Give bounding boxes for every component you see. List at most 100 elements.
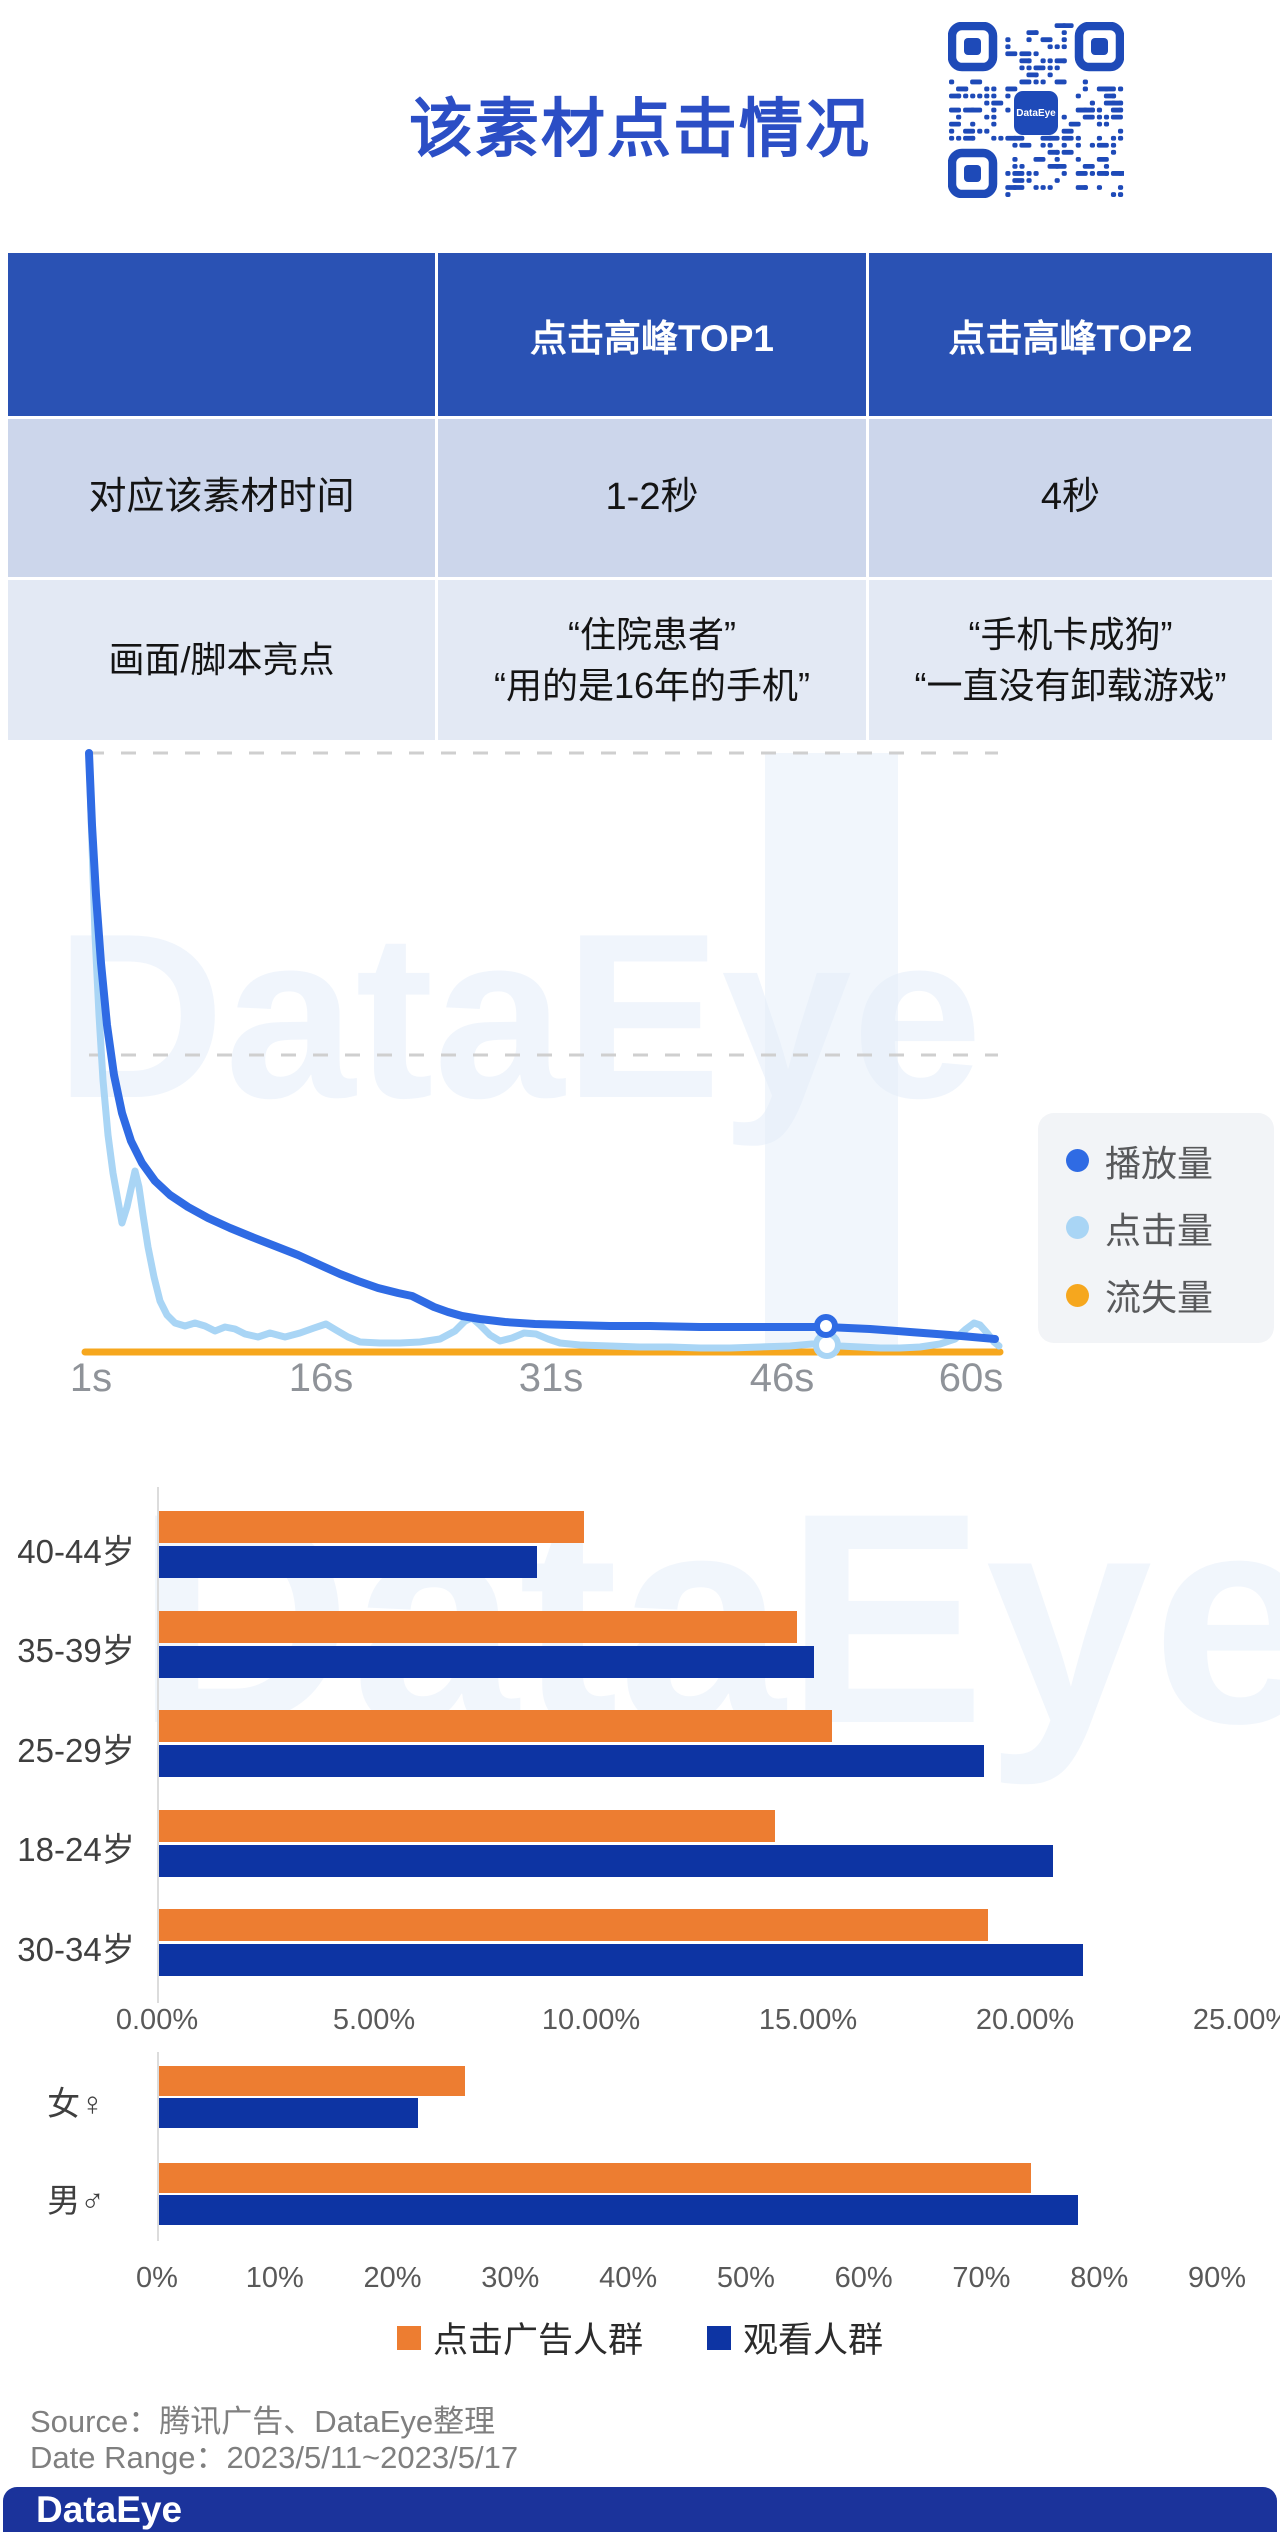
x-axis-tick: 80% (1070, 2262, 1129, 2294)
qr-finder-inner (964, 165, 981, 182)
qr-module (1047, 142, 1053, 148)
qr-module (1110, 114, 1123, 120)
category-label: 25-29岁 (17, 1731, 135, 1769)
qr-module (1117, 100, 1124, 106)
qr-module (1096, 142, 1109, 148)
x-axis-tick: 25.00% (1192, 2004, 1280, 2036)
qr-module (1012, 171, 1025, 176)
qr-module (1033, 30, 1039, 36)
qr-module (1033, 72, 1039, 78)
qr-module (1054, 178, 1060, 183)
table-cell-time-top1: 1-2秒 (438, 419, 866, 577)
qr-module (998, 135, 1004, 141)
qr-module (1068, 121, 1081, 127)
qr-module (1033, 185, 1039, 190)
bar-viewers-1 (159, 2195, 1078, 2225)
age-chart-axis (157, 1487, 159, 2003)
x-axis-tick: 15.00% (758, 2004, 858, 2036)
line-chart-x-tick: 60s (938, 1356, 1004, 1400)
qr-module (1033, 171, 1039, 176)
qr-module (970, 79, 983, 85)
qr-module (1103, 121, 1110, 127)
x-axis-tick: 50% (716, 2262, 775, 2294)
category-label: 男♂ (47, 2182, 105, 2219)
qr-module (1047, 135, 1060, 141)
legend-dot-icon (1066, 1149, 1089, 1173)
qr-module (1061, 135, 1074, 141)
qr-module (1033, 65, 1046, 71)
x-axis-tick: 0% (136, 2262, 178, 2294)
qr-module (1019, 65, 1025, 71)
qr-module (1061, 23, 1074, 28)
qr-module (1019, 142, 1032, 148)
qr-module (1075, 156, 1081, 162)
legend-label: 点击广告人群 (432, 2321, 643, 2360)
watermark-dataeye-line-chart: DataEye (55, 884, 983, 1147)
qr-module (1047, 185, 1053, 190)
qr-module (1110, 192, 1117, 197)
qr-module (949, 121, 961, 127)
quote-line: “一直没有卸载游戏” (914, 665, 1227, 706)
legend-label: 流失量 (1105, 1277, 1214, 1319)
qr-module (1040, 37, 1053, 43)
bar-clicks-3 (159, 1809, 775, 1842)
qr-module (1096, 121, 1103, 127)
qr-module (1033, 156, 1046, 162)
x-axis-tick: 5.00% (332, 2004, 416, 2036)
bar-clicks-2 (159, 1710, 832, 1742)
qr-module (1005, 171, 1011, 176)
qr-module (1103, 86, 1116, 92)
qr-module (1061, 142, 1067, 148)
bottom-legend-item: 点击广告人群 (396, 2312, 643, 2363)
qr-module (1082, 79, 1088, 85)
qr-module (1089, 171, 1095, 176)
legend-label: 点击量 (1105, 1209, 1214, 1251)
bar-clicks-4 (159, 1909, 988, 1941)
source-line: Source：腾讯广告、DataEye整理 (30, 2404, 496, 2439)
qr-module (1040, 79, 1046, 85)
qr-module (1082, 86, 1088, 92)
qr-module (1005, 192, 1011, 197)
qr-module (977, 93, 983, 99)
quote-line: “用的是16年的手机” (493, 665, 811, 706)
date-range-line: Date Range：2023/5/11~2023/5/17 (30, 2440, 519, 2475)
qr-module (991, 100, 1004, 106)
qr-module (1005, 51, 1018, 57)
qr-module (1047, 65, 1053, 71)
category-label: 35-39岁 (17, 1632, 135, 1669)
legend-item: 流失量 (1038, 1269, 1274, 1321)
qr-module (1075, 142, 1081, 148)
table-header-empty (8, 253, 435, 416)
x-axis-tick: 20% (363, 2262, 422, 2294)
legend-label: 观看人群 (743, 2321, 884, 2360)
legend-item: 点击量 (1038, 1202, 1274, 1254)
qr-module (1089, 142, 1095, 148)
line-series-clicks (85, 749, 1003, 1352)
qr-module (1089, 107, 1095, 113)
qr-module (1005, 107, 1011, 113)
bar-viewers-0 (159, 2098, 418, 2128)
table-header-top2: 点击高峰TOP2 (869, 253, 1272, 416)
qr-module (1096, 114, 1103, 120)
qr-module (977, 128, 983, 134)
qr-module (949, 79, 955, 85)
qr-module (1103, 164, 1110, 169)
qr-module (1047, 58, 1053, 64)
qr-module (1026, 65, 1032, 71)
x-axis-tick: 70% (952, 2262, 1011, 2294)
qr-module (1061, 44, 1067, 50)
bar-viewers-3 (159, 1844, 1053, 1877)
x-axis-tick: 40% (599, 2262, 658, 2294)
legend-item: 播放量 (1038, 1135, 1274, 1187)
qr-module (1012, 185, 1025, 190)
qr-module (1005, 37, 1011, 43)
qr-center-logo (1014, 91, 1058, 135)
qr-module (970, 121, 976, 127)
qr-module (1033, 51, 1039, 57)
qr-finder-inner (964, 38, 981, 55)
qr-module (1117, 185, 1124, 190)
qr-module (1040, 142, 1046, 148)
legend-label: 播放量 (1105, 1142, 1214, 1184)
qr-module (1082, 185, 1088, 190)
qr-module (1047, 72, 1053, 78)
